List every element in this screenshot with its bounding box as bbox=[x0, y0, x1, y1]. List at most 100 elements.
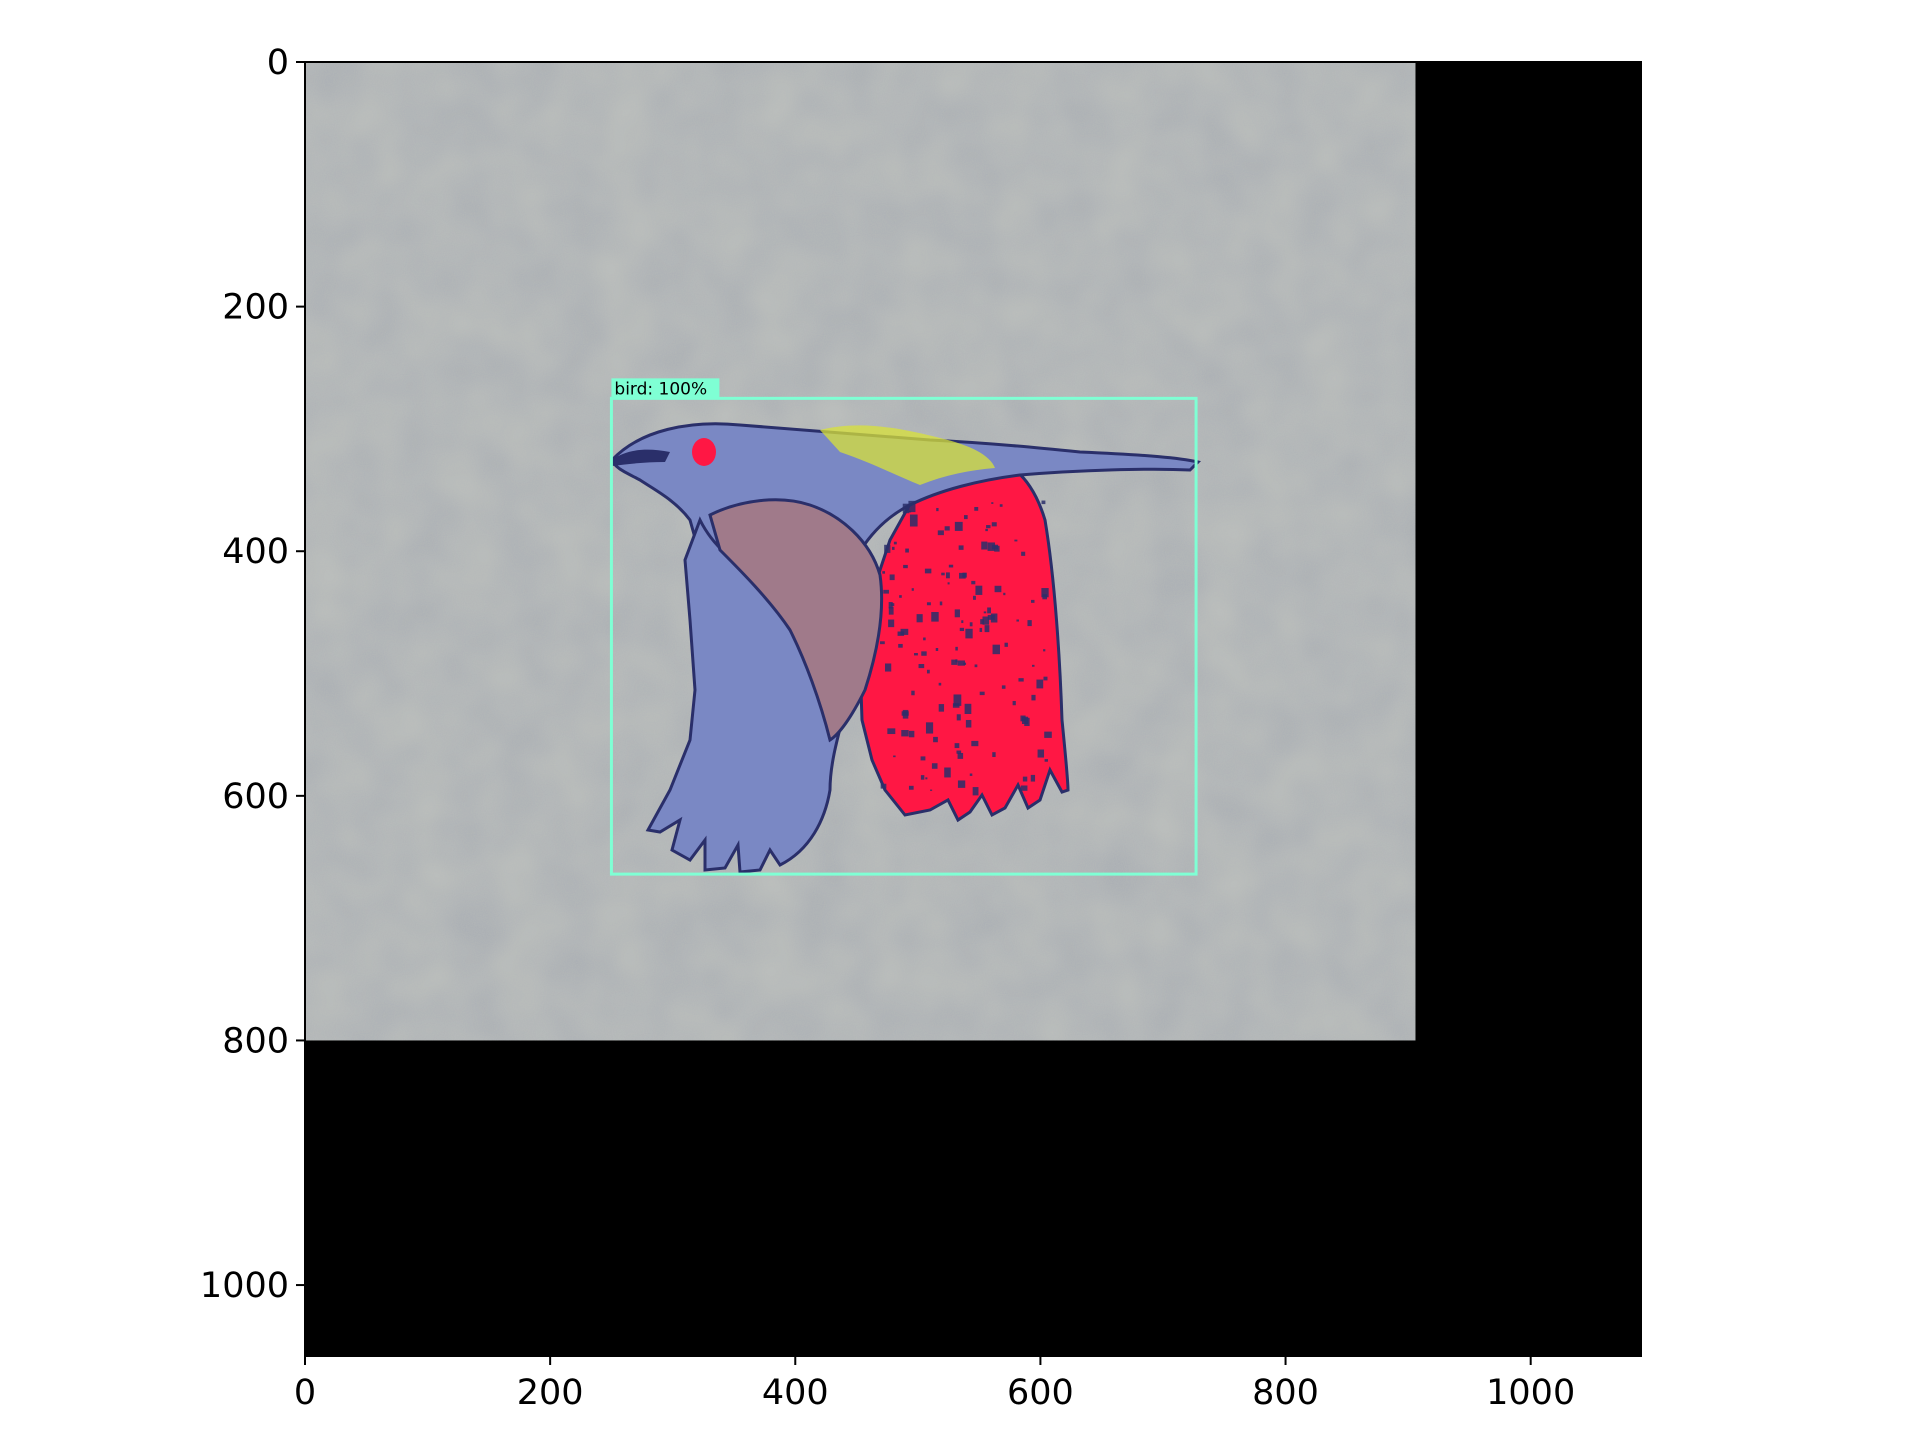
speckle bbox=[1021, 551, 1026, 556]
speckle bbox=[981, 541, 988, 550]
speckle bbox=[905, 548, 909, 553]
speckle bbox=[1018, 678, 1024, 682]
speckle bbox=[957, 660, 965, 666]
detection-box: bird: 100% bbox=[609, 378, 1198, 876]
speckle bbox=[884, 544, 891, 553]
speckle bbox=[992, 752, 996, 758]
speckle bbox=[888, 619, 895, 628]
speckle bbox=[902, 503, 910, 514]
speckle bbox=[980, 619, 984, 625]
speckle bbox=[891, 546, 895, 550]
speckle bbox=[908, 500, 916, 513]
speckle bbox=[992, 544, 999, 550]
speckle bbox=[987, 614, 995, 620]
speckle bbox=[982, 616, 990, 625]
speckle bbox=[957, 752, 964, 759]
speckle bbox=[908, 785, 914, 790]
speckle bbox=[1027, 620, 1032, 627]
speckle bbox=[947, 582, 950, 585]
speckle bbox=[944, 526, 950, 531]
speckle bbox=[971, 740, 979, 747]
speckle bbox=[1031, 599, 1035, 603]
speckle bbox=[948, 564, 954, 568]
speckle bbox=[880, 641, 885, 645]
speckle bbox=[935, 648, 939, 651]
speckle bbox=[921, 651, 927, 656]
speckle bbox=[916, 614, 923, 623]
speckle bbox=[911, 690, 915, 696]
speckle bbox=[924, 568, 932, 574]
speckle bbox=[954, 743, 960, 749]
speckle bbox=[926, 669, 930, 674]
speckle bbox=[957, 780, 966, 788]
speckle bbox=[931, 612, 939, 622]
speckle bbox=[999, 504, 1003, 507]
speckle bbox=[994, 585, 1002, 593]
speckle bbox=[938, 682, 942, 686]
speckle bbox=[923, 637, 926, 641]
bird-inner-wing bbox=[708, 498, 884, 743]
speckle bbox=[1020, 785, 1028, 791]
speckle bbox=[965, 719, 972, 728]
speckle bbox=[1001, 685, 1006, 689]
speckle bbox=[1036, 679, 1044, 689]
speckle bbox=[979, 691, 985, 696]
speckle bbox=[931, 763, 938, 769]
speckle bbox=[888, 602, 893, 609]
speckle bbox=[1003, 592, 1006, 596]
speckle bbox=[936, 507, 939, 512]
speckle bbox=[908, 730, 915, 738]
speckle bbox=[944, 767, 951, 778]
speckle bbox=[920, 775, 925, 780]
detection-rectangle bbox=[609, 396, 1198, 876]
speckle bbox=[1021, 716, 1029, 724]
x-tick-label: 400 bbox=[762, 1373, 829, 1413]
speckle bbox=[1043, 649, 1046, 652]
speckle bbox=[956, 750, 962, 754]
image-plot: bird: 100% bbox=[304, 61, 1642, 1357]
speckle bbox=[963, 515, 968, 520]
speckle bbox=[1030, 774, 1036, 782]
speckle bbox=[926, 602, 931, 606]
speckle bbox=[965, 628, 973, 639]
speckle bbox=[985, 528, 988, 532]
speckle bbox=[880, 783, 887, 789]
speckle bbox=[884, 663, 892, 672]
y-tick-label: 0 bbox=[267, 43, 289, 83]
speckle bbox=[979, 627, 983, 632]
speckle bbox=[888, 607, 894, 615]
speckle bbox=[991, 522, 997, 527]
speckle bbox=[909, 514, 918, 527]
speckle bbox=[933, 736, 938, 743]
speckle bbox=[974, 506, 979, 511]
x-tick-label: 600 bbox=[1007, 1373, 1074, 1413]
speckle bbox=[992, 644, 1000, 655]
speckle bbox=[914, 653, 918, 656]
speckle bbox=[972, 787, 979, 796]
speckle bbox=[893, 755, 896, 758]
y-tick-label: 1000 bbox=[200, 1266, 289, 1306]
speckle bbox=[969, 622, 973, 627]
x-tick-label: 200 bbox=[517, 1373, 584, 1413]
speckle bbox=[954, 521, 963, 531]
y-axis-ticks: 0 200 400 600 800 1000 bbox=[200, 43, 305, 1306]
speckle bbox=[882, 571, 886, 574]
speckle bbox=[955, 646, 958, 651]
speckle bbox=[937, 530, 944, 536]
speckle bbox=[953, 694, 962, 706]
speckle bbox=[987, 542, 996, 551]
speckle bbox=[918, 664, 925, 669]
speckle bbox=[991, 502, 994, 504]
speckle bbox=[1041, 588, 1049, 598]
speckle bbox=[1037, 749, 1045, 758]
x-tick-label: 800 bbox=[1252, 1373, 1319, 1413]
bird-beak bbox=[612, 449, 670, 466]
speckle bbox=[900, 628, 909, 635]
speckle bbox=[952, 703, 960, 708]
speckle bbox=[959, 627, 965, 632]
speckle bbox=[1022, 776, 1028, 782]
speckle bbox=[974, 664, 978, 668]
speckle bbox=[987, 607, 991, 614]
speckle bbox=[986, 525, 991, 529]
